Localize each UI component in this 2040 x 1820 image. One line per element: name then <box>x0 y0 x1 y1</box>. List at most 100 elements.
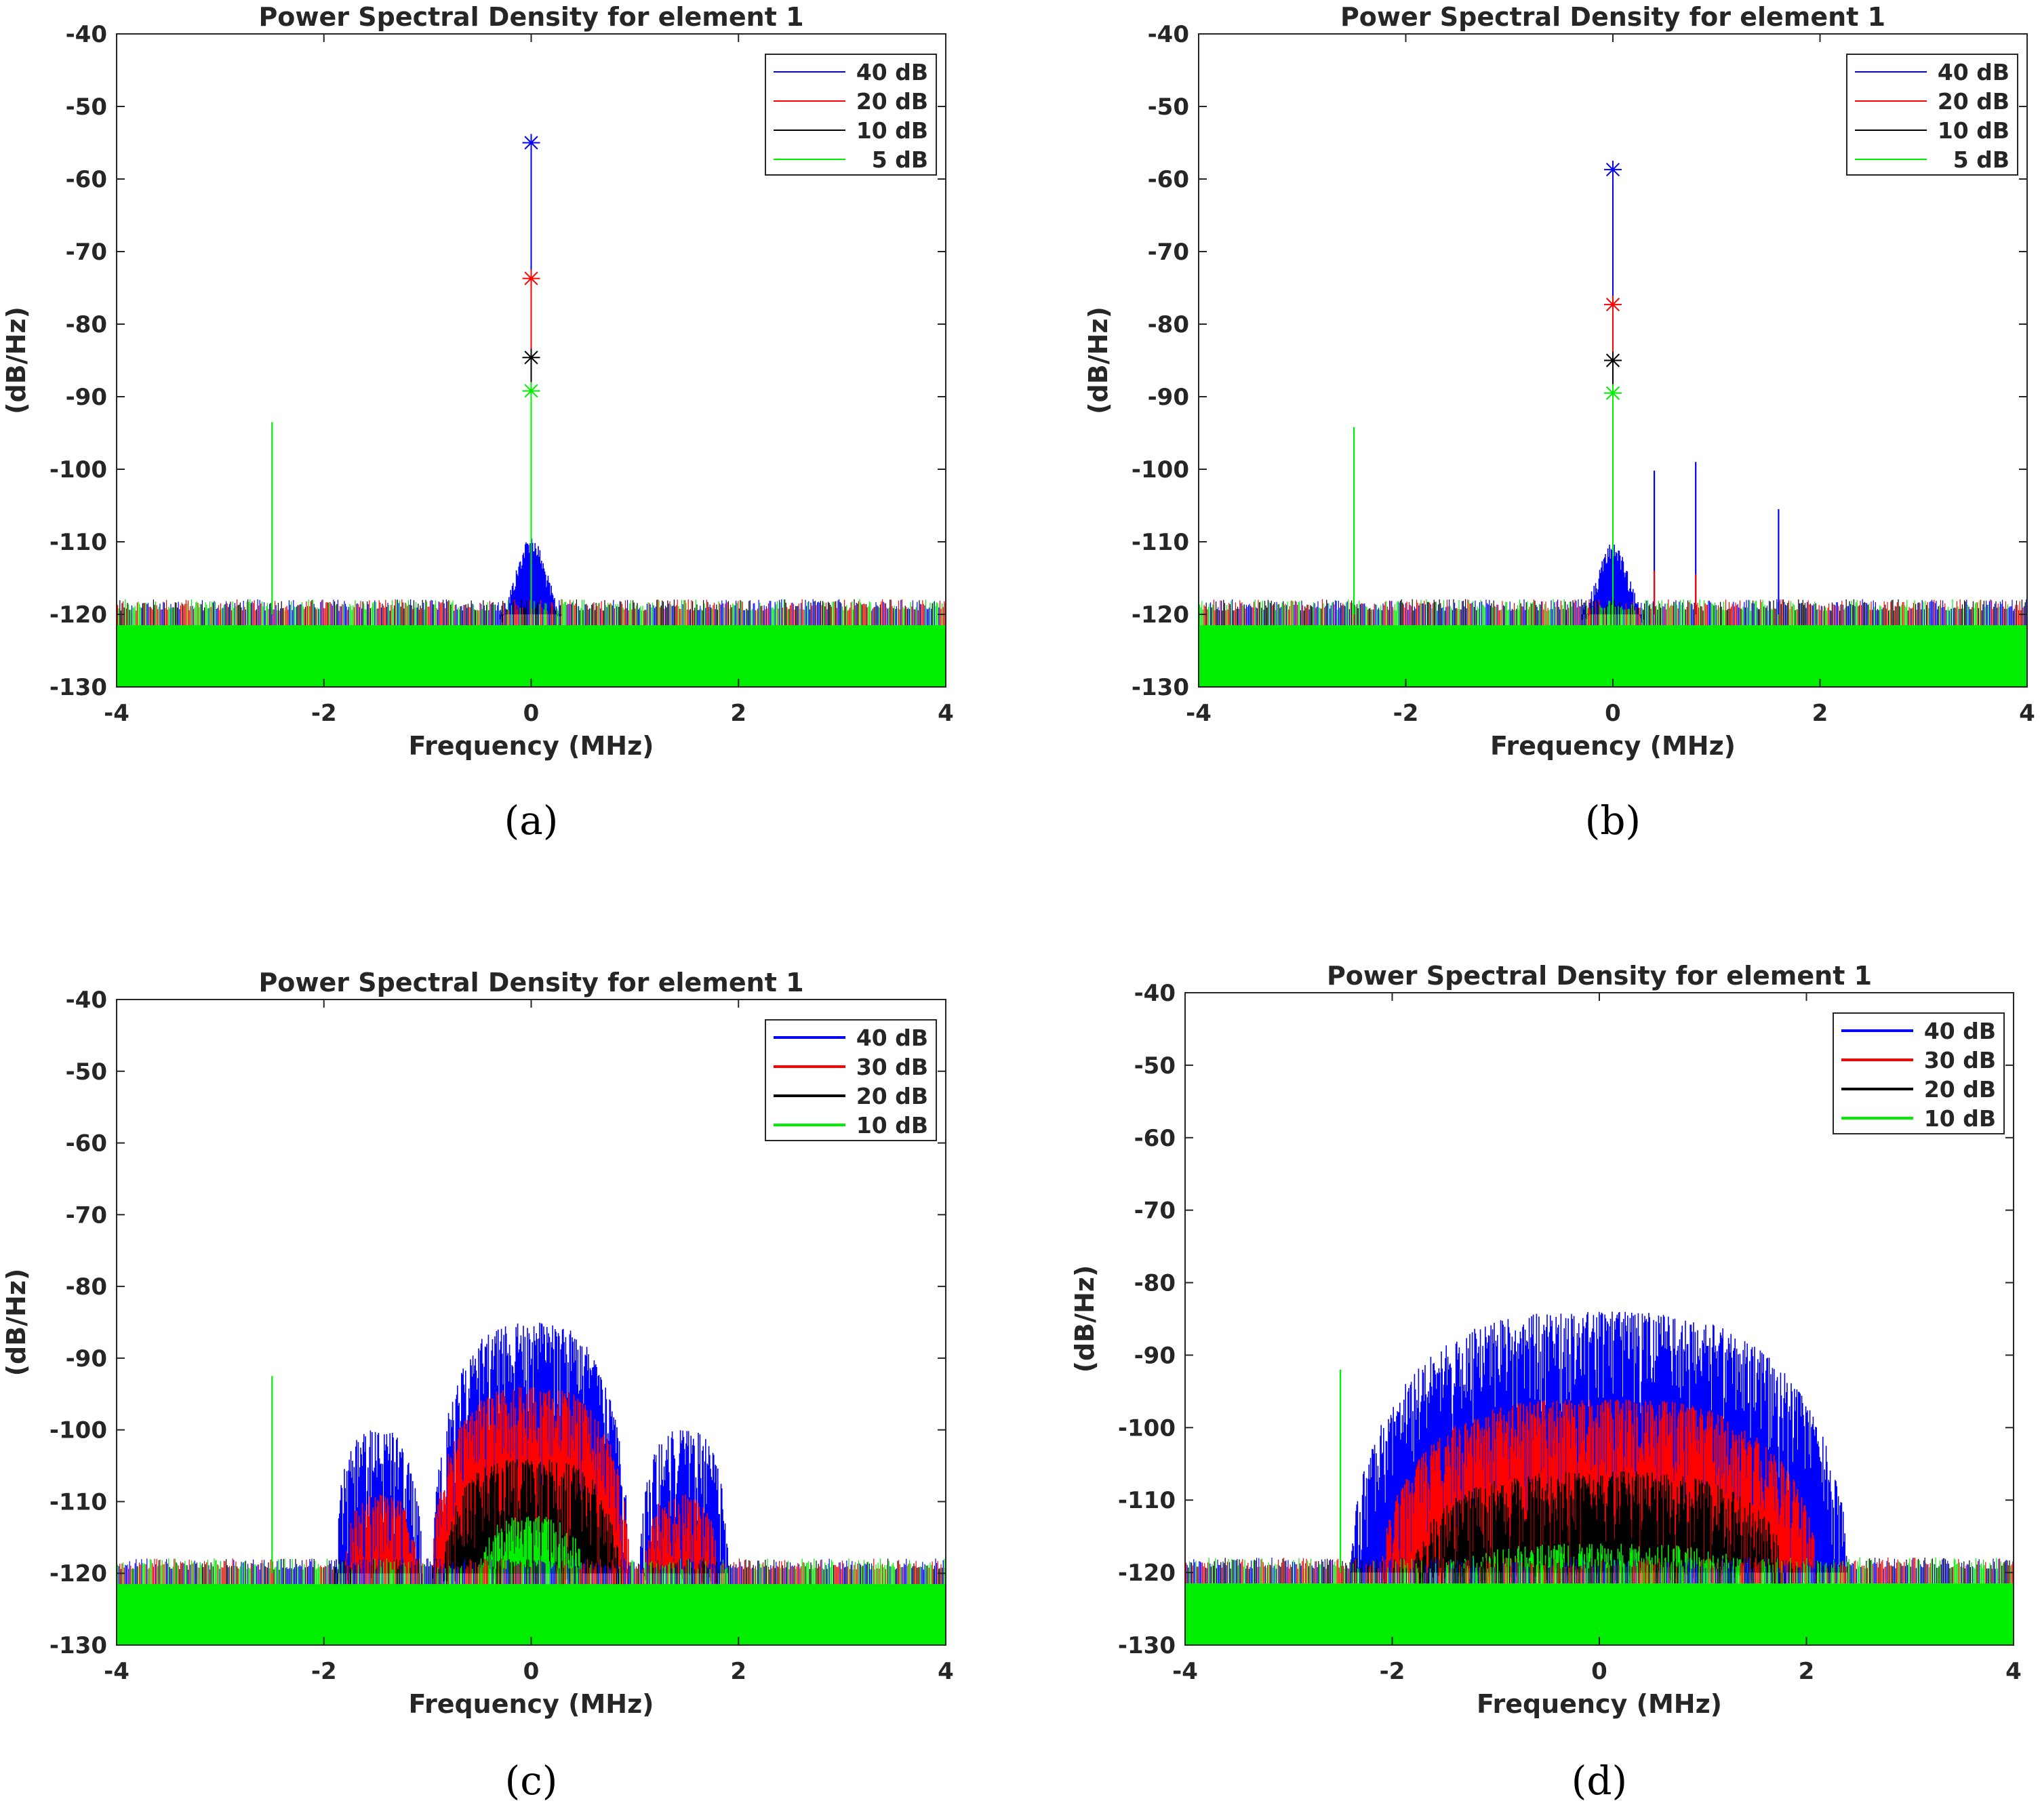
x-tick-label: 4 <box>2005 1658 2022 1685</box>
legend-entry: 5 dB <box>1953 146 2009 173</box>
x-tick-label: -2 <box>311 700 337 727</box>
y-tick-label: -50 <box>1134 1052 1176 1080</box>
legend-entry: 40 dB <box>1924 1018 1996 1044</box>
x-tick-label: 0 <box>1591 1658 1607 1685</box>
panel-caption: (b) <box>1585 797 1641 844</box>
x-tick-label: 4 <box>938 1658 954 1685</box>
x-axis-label: Frequency (MHz) <box>408 731 654 761</box>
y-tick-label: -80 <box>1148 311 1189 338</box>
legend-entry: 40 dB <box>856 1025 928 1051</box>
x-tick-label: 2 <box>1799 1658 1815 1685</box>
peak-marker <box>1604 384 1622 402</box>
x-tick-label: -2 <box>1393 700 1419 727</box>
chart-title: Power Spectral Density for element 1 <box>258 2 803 32</box>
noise-floor-jitter <box>118 599 943 625</box>
y-tick-label: -90 <box>66 1345 107 1372</box>
y-axis-label: (dB/Hz) <box>1070 1265 1100 1373</box>
x-tick-label: -2 <box>311 1658 337 1685</box>
x-tick-label: -4 <box>1186 700 1212 727</box>
y-tick-label: -100 <box>1132 456 1189 483</box>
chart-panel-b: -40 -50 -60 -70 -80 -90 -100 -110 -120 -130-4 -2 0 2… <box>1083 2 2035 844</box>
panel-caption: (a) <box>504 797 559 844</box>
y-axis: -40 -50 -60 -70 -80 -90 -100 -110 -120 -130 <box>49 21 946 701</box>
noise-floor-jitter <box>1199 599 2026 625</box>
peak-marker <box>1604 161 1622 179</box>
y-tick-label: -110 <box>1132 529 1189 556</box>
y-tick-label: -60 <box>66 1130 107 1158</box>
plot-traces <box>117 142 946 687</box>
x-axis-label: Frequency (MHz) <box>408 1689 654 1719</box>
y-tick-label: -90 <box>1148 384 1189 411</box>
x-tick-label: 4 <box>2019 700 2035 727</box>
x-tick-label: 4 <box>938 700 954 727</box>
noise-floor-jitter <box>118 1558 944 1585</box>
x-axis: -4 -2 0 2 4 <box>104 34 954 727</box>
y-axis: -40 -50 -60 -70 -80 -90 -100 -110 -120 -130 <box>1132 21 2027 701</box>
chart-title: Power Spectral Density for element 1 <box>1327 961 1872 991</box>
legend-entry: 40 dB <box>1938 59 2009 85</box>
y-tick-label: -100 <box>1118 1415 1176 1442</box>
y-tick-label: -130 <box>49 1632 107 1659</box>
legend-entry: 30 dB <box>856 1054 928 1080</box>
y-tick-label: -100 <box>49 456 107 483</box>
legend-box <box>765 1019 937 1141</box>
y-tick-label: -80 <box>1134 1270 1176 1297</box>
x-tick-label: -4 <box>104 700 129 727</box>
x-tick-label: -4 <box>104 1658 129 1685</box>
legend-entry: 10 dB <box>856 117 928 144</box>
y-tick-label: -100 <box>49 1417 107 1444</box>
noise-floor-jitter <box>131 599 940 625</box>
x-axis: -4 -2 0 2 4 <box>1186 34 2035 727</box>
noise-floor-jitter <box>117 599 945 625</box>
x-axis-label: Frequency (MHz) <box>1490 731 1736 761</box>
noise-floor-band <box>117 625 946 687</box>
y-tick-label: -70 <box>66 239 107 266</box>
chart-panel-a: -40 -50 -60 -70 -80 -90 -100 -110 -120 -130-4 -2 0 2… <box>1 2 954 844</box>
y-axis: -40 -50 -60 -70 -80 -90 -100 -110 -120 -130 <box>1118 980 2014 1659</box>
y-tick-label: -40 <box>66 987 107 1014</box>
x-axis: -4 -2 0 2 4 <box>1172 993 2022 1685</box>
y-tick-label: -60 <box>66 166 107 193</box>
y-tick-label: -80 <box>66 1273 107 1301</box>
peak-marker <box>522 134 540 152</box>
legend-entry: 40 dB <box>856 59 928 85</box>
legend-entry: 10 dB <box>1938 117 2009 144</box>
noise-floor-band <box>1199 625 2027 687</box>
chart-panel-c: -40 -50 -60 -70 -80 -90 -100 -110 -120 -130-4 -2 0 2… <box>1 968 954 1804</box>
legend-entry: 20 dB <box>856 88 928 115</box>
y-tick-label: -130 <box>1132 674 1189 701</box>
legend-box <box>765 54 937 176</box>
y-tick-label: -80 <box>66 311 107 338</box>
x-tick-label: -4 <box>1172 1658 1198 1685</box>
x-tick-label: 0 <box>523 1658 540 1685</box>
noise-floor-jitter <box>117 1558 946 1585</box>
x-tick-label: 0 <box>523 700 540 727</box>
x-tick-label: 2 <box>1812 700 1828 727</box>
x-axis-label: Frequency (MHz) <box>1477 1689 1722 1719</box>
y-tick-label: -40 <box>1134 980 1176 1007</box>
noise-floor-band <box>1185 1583 2014 1645</box>
x-tick-label: 0 <box>1605 700 1621 727</box>
peak-marker <box>522 269 540 288</box>
y-tick-label: -90 <box>66 384 107 411</box>
legend-entry: 10 dB <box>1924 1105 1996 1132</box>
legend-entry: 10 dB <box>856 1112 928 1139</box>
y-tick-label: -50 <box>66 1059 107 1086</box>
peak-marker <box>1604 351 1622 370</box>
legend-entry: 20 dB <box>1924 1076 1996 1103</box>
y-tick-label: -70 <box>66 1202 107 1229</box>
y-tick-label: -90 <box>1134 1342 1176 1369</box>
chart-panel-d: -40 -50 -60 -70 -80 -90 -100 -110 -120 -130-4 -2 0 2… <box>1070 961 2022 1804</box>
y-tick-label: -120 <box>1132 601 1189 629</box>
noise-floor-jitter <box>1185 1557 2007 1584</box>
y-axis-label: (dB/Hz) <box>1 306 31 414</box>
y-tick-label: -120 <box>49 601 107 629</box>
plot-traces <box>117 1322 946 1645</box>
noise-floor-jitter <box>1188 1557 2010 1584</box>
y-tick-label: -70 <box>1134 1198 1176 1225</box>
